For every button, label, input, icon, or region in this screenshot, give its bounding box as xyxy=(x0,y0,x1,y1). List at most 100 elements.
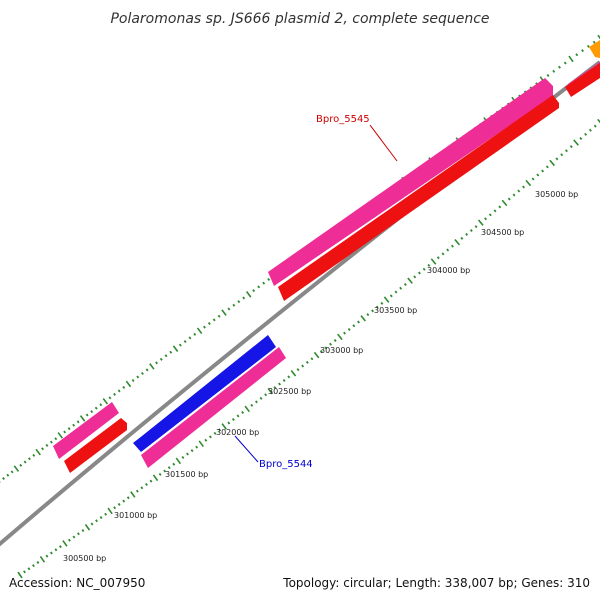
inner-ring-minor-tick xyxy=(436,256,440,260)
ruler-label-301500: 301500 bp xyxy=(165,470,208,479)
inner-ring-minor-tick xyxy=(555,157,559,161)
outer-ring-minor-tick xyxy=(145,368,149,372)
inner-ring-minor-tick xyxy=(49,551,53,555)
outer-ring-minor-tick xyxy=(563,61,567,65)
outer-ring-minor-tick xyxy=(267,277,271,281)
inner-ring-minor-tick xyxy=(172,462,176,466)
ruler-label-303500: 303500 bp xyxy=(374,306,417,315)
gene-arrow-magenta-left xyxy=(53,402,119,459)
inner-ring-major-tick xyxy=(383,296,390,303)
outer-ring-minor-tick xyxy=(140,371,144,375)
gene-arrow-magenta-lower xyxy=(141,347,286,468)
outer-ring-minor-tick xyxy=(183,340,187,344)
outer-ring-minor-tick xyxy=(252,289,256,293)
inner-ring-minor-tick xyxy=(204,438,208,442)
outer-ring-minor-tick xyxy=(10,470,14,474)
inner-ring-minor-tick xyxy=(282,378,286,382)
inner-ring-minor-tick xyxy=(413,275,417,279)
inner-ring-minor-tick xyxy=(584,132,588,136)
inner-ring-major-tick xyxy=(525,179,532,187)
outer-ring-major-tick xyxy=(597,34,600,40)
outer-ring-minor-tick xyxy=(581,49,584,53)
inner-ring-minor-tick xyxy=(99,516,103,520)
inner-ring-minor-tick xyxy=(287,375,291,379)
inner-ring-minor-tick xyxy=(493,209,497,213)
inner-ring-minor-tick xyxy=(113,506,117,510)
outer-ring-major-tick xyxy=(568,55,574,63)
inner-ring-minor-tick xyxy=(32,564,35,568)
inner-ring-minor-tick xyxy=(104,512,108,516)
inner-ring-major-tick xyxy=(597,118,600,124)
inner-ring-minor-tick xyxy=(36,560,40,564)
inner-ring-minor-tick xyxy=(541,169,545,173)
outer-ring-major-tick xyxy=(57,432,63,439)
inner-ring-minor-tick xyxy=(140,486,144,490)
outer-ring-minor-tick xyxy=(586,44,590,48)
map-title: Polaromonas sp. JS666 plasmid 2, complet… xyxy=(110,11,489,27)
outer-ring-minor-tick xyxy=(262,281,266,285)
outer-ring-major-tick xyxy=(102,397,109,405)
inner-ring-minor-tick xyxy=(469,229,473,233)
outer-ring-minor-tick xyxy=(592,40,596,44)
inner-ring-major-tick xyxy=(221,423,227,430)
outer-ring-minor-tick xyxy=(6,473,10,477)
inner-ring-minor-tick xyxy=(399,286,403,290)
outer-ring-minor-tick xyxy=(558,65,561,69)
outer-ring-minor-tick xyxy=(41,447,44,451)
inner-ring-minor-tick xyxy=(427,263,431,267)
outer-ring-major-tick xyxy=(196,327,203,335)
outer-ring-minor-tick xyxy=(227,307,231,311)
outer-ring-minor-tick xyxy=(72,423,76,427)
gene-arrow-red-left xyxy=(64,418,127,473)
outer-ring-minor-tick xyxy=(63,430,67,434)
gene-arrow-magenta-upper xyxy=(268,78,553,286)
inner-ring-minor-tick xyxy=(319,350,323,354)
inner-ring-minor-tick xyxy=(324,346,328,350)
outer-ring-minor-tick xyxy=(108,396,112,400)
gene-arrow-red-upper xyxy=(278,95,559,301)
outer-ring-minor-tick xyxy=(122,385,126,389)
inner-ring-minor-tick xyxy=(23,570,26,574)
outer-ring-major-tick xyxy=(172,345,179,352)
outer-ring-minor-tick xyxy=(159,357,163,361)
inner-ring-minor-tick xyxy=(531,177,535,181)
outer-ring-minor-tick xyxy=(49,440,53,444)
outer-ring-major-tick xyxy=(149,363,155,370)
outer-ring-minor-tick xyxy=(2,476,5,480)
inner-ring-minor-tick xyxy=(488,213,492,217)
inner-ring-minor-tick xyxy=(54,548,58,552)
inner-ring-minor-tick xyxy=(498,205,502,209)
gene-label-bpro-5545: Bpro_5545 xyxy=(316,114,370,125)
outer-ring-minor-tick xyxy=(257,285,261,289)
inner-ring-major-tick xyxy=(454,239,460,246)
outer-ring-minor-tick xyxy=(546,73,550,77)
ruler-label-305000: 305000 bp xyxy=(535,190,578,199)
inner-ring-minor-tick xyxy=(545,165,549,169)
inner-ring-minor-tick xyxy=(450,244,454,248)
inner-ring-minor-tick xyxy=(208,435,212,439)
inner-ring-minor-tick xyxy=(357,320,360,324)
outer-ring-minor-tick xyxy=(27,457,31,461)
inner-ring-minor-tick xyxy=(371,309,375,313)
outer-ring-minor-tick xyxy=(552,69,556,73)
inner-ring-minor-tick xyxy=(254,400,258,404)
inner-ring-minor-tick xyxy=(181,455,185,459)
outer-ring-major-tick xyxy=(35,448,41,456)
inner-ring-minor-tick xyxy=(195,445,199,449)
inner-ring-minor-tick xyxy=(264,393,268,397)
inner-ring-major-tick xyxy=(477,219,484,226)
inner-ring-major-tick xyxy=(360,315,367,322)
gene-arrow-orange xyxy=(589,40,600,58)
outer-ring-minor-tick xyxy=(232,303,236,307)
inner-ring-minor-tick xyxy=(474,225,478,229)
inner-ring-minor-tick xyxy=(343,331,346,335)
inner-ring-minor-tick xyxy=(394,290,398,294)
outer-ring-minor-tick xyxy=(242,296,246,300)
inner-ring-minor-tick xyxy=(296,368,300,372)
inner-ring-minor-tick xyxy=(158,472,162,476)
inner-ring-minor-tick xyxy=(231,417,235,421)
inner-ring-minor-tick xyxy=(273,386,277,390)
inner-ring-minor-tick xyxy=(347,327,351,331)
inner-ring-minor-tick xyxy=(122,499,126,503)
